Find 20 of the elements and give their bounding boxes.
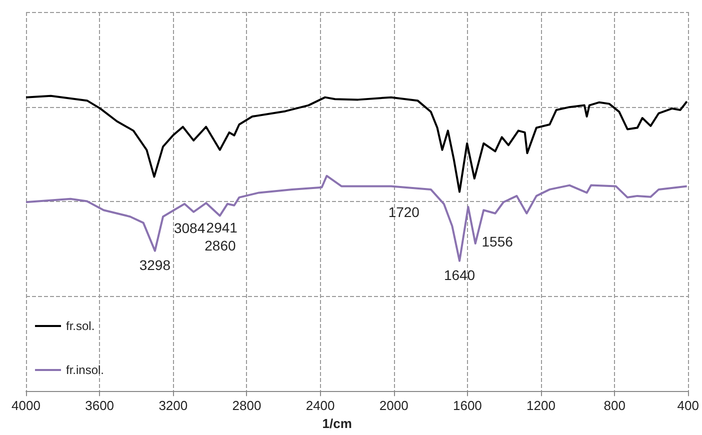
x-tick-label: 2400 [306, 398, 335, 414]
x-tick-label: 1600 [452, 398, 482, 414]
legend-label: fr.sol. [66, 319, 95, 333]
annotation: 1720 [388, 204, 420, 220]
x-tick-label: 3200 [158, 398, 188, 414]
annotation: 1640 [444, 266, 476, 283]
annotation: 3084 [174, 220, 206, 236]
x-axis-title: 1/cm [322, 416, 352, 431]
annotation: 2941 [206, 220, 238, 236]
x-tick-label: 400 [677, 398, 700, 414]
x-tick-label: 3600 [85, 398, 114, 414]
x-tick-label: 800 [604, 398, 626, 414]
annotation: 3298 [139, 256, 171, 273]
x-tick-label: 4000 [12, 398, 40, 414]
annotation: 2860 [204, 237, 236, 254]
annotation: 1556 [482, 233, 514, 250]
x-tick-label: 1200 [526, 398, 556, 414]
x-tick-label: 2000 [379, 398, 408, 414]
legend-label: fr.insol. [66, 363, 104, 377]
x-tick-label: 2800 [232, 398, 262, 414]
